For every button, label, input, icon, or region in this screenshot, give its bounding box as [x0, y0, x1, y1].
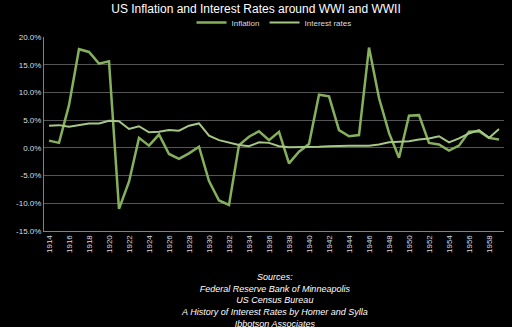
svg-text:1940: 1940: [305, 235, 314, 253]
svg-text:1916: 1916: [65, 235, 74, 253]
svg-text:1914: 1914: [45, 235, 54, 253]
svg-text:1918: 1918: [85, 235, 94, 253]
svg-text:15.0%: 15.0%: [19, 61, 42, 70]
svg-text:1922: 1922: [125, 235, 134, 253]
svg-text:Sources:Federal Reserve Bank o: Sources:Federal Reserve Bank of Minneapo…: [181, 272, 368, 327]
svg-text:1944: 1944: [345, 235, 354, 253]
svg-text:1948: 1948: [385, 235, 394, 253]
svg-text:1930: 1930: [205, 235, 214, 253]
svg-text:1952: 1952: [425, 235, 434, 253]
svg-text:1932: 1932: [225, 235, 234, 253]
svg-text:-5.0%: -5.0%: [20, 171, 41, 180]
svg-text:-10.0%: -10.0%: [16, 199, 41, 208]
svg-text:1936: 1936: [265, 235, 274, 253]
svg-text:1926: 1926: [165, 235, 174, 253]
svg-text:1956: 1956: [465, 235, 474, 253]
svg-text:1934: 1934: [245, 235, 254, 253]
svg-text:US Inflation and Interest Rate: US Inflation and Interest Rates around W…: [111, 2, 400, 16]
svg-text:1928: 1928: [185, 235, 194, 253]
svg-text:1950: 1950: [405, 235, 414, 253]
svg-text:20.0%: 20.0%: [19, 33, 42, 42]
svg-text:1954: 1954: [445, 235, 454, 253]
svg-text:10.0%: 10.0%: [19, 88, 42, 97]
svg-text:Inflation: Inflation: [232, 19, 260, 28]
svg-text:1958: 1958: [485, 235, 494, 253]
svg-text:-15.0%: -15.0%: [16, 227, 41, 236]
svg-text:1924: 1924: [145, 235, 154, 253]
svg-text:1942: 1942: [325, 235, 334, 253]
svg-text:1920: 1920: [105, 235, 114, 253]
svg-text:1938: 1938: [285, 235, 294, 253]
svg-text:5.0%: 5.0%: [23, 116, 41, 125]
svg-text:1946: 1946: [365, 235, 374, 253]
svg-text:0.0%: 0.0%: [23, 144, 41, 153]
svg-text:Interest rates: Interest rates: [305, 19, 352, 28]
